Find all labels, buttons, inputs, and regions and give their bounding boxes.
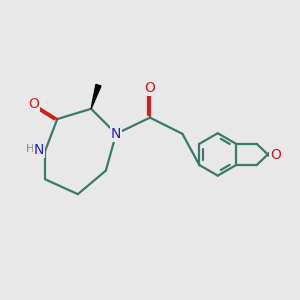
Text: H: H [26,144,34,154]
Text: O: O [270,147,281,161]
Text: O: O [28,98,39,111]
Polygon shape [91,84,101,109]
Text: N: N [34,143,44,157]
Text: O: O [145,81,155,95]
Text: N: N [111,127,121,141]
Text: O: O [270,148,281,162]
